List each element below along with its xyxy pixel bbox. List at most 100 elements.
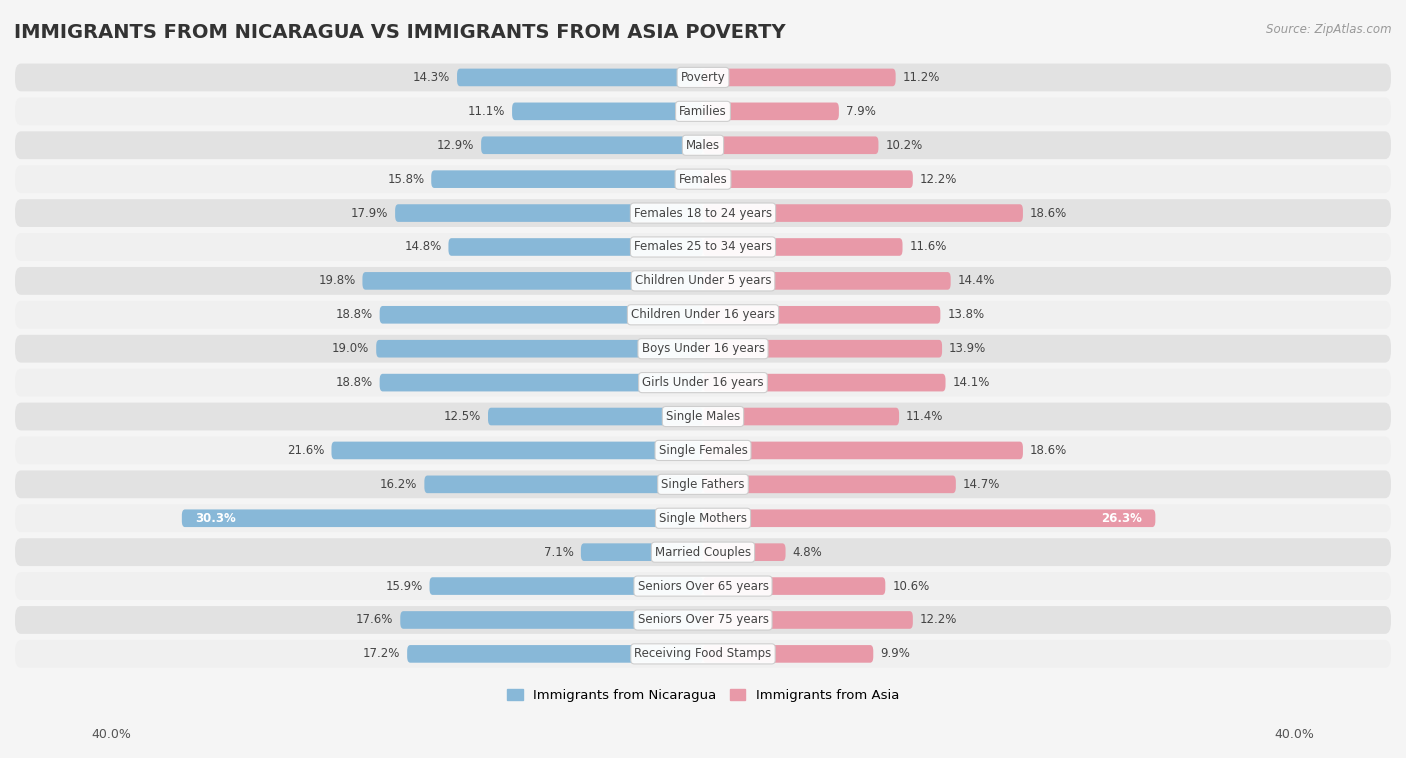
Text: Families: Families	[679, 105, 727, 117]
FancyBboxPatch shape	[15, 368, 1391, 396]
FancyBboxPatch shape	[15, 606, 1391, 634]
Text: 7.9%: 7.9%	[846, 105, 876, 117]
Text: Females 25 to 34 years: Females 25 to 34 years	[634, 240, 772, 253]
FancyBboxPatch shape	[15, 233, 1391, 261]
Text: 12.9%: 12.9%	[437, 139, 474, 152]
Text: 19.8%: 19.8%	[318, 274, 356, 287]
FancyBboxPatch shape	[401, 611, 703, 629]
FancyBboxPatch shape	[15, 538, 1391, 566]
FancyBboxPatch shape	[703, 102, 839, 121]
Text: 21.6%: 21.6%	[287, 444, 325, 457]
Text: 19.0%: 19.0%	[332, 342, 370, 356]
FancyBboxPatch shape	[395, 204, 703, 222]
Text: 9.9%: 9.9%	[880, 647, 910, 660]
FancyBboxPatch shape	[581, 543, 703, 561]
FancyBboxPatch shape	[457, 69, 703, 86]
FancyBboxPatch shape	[15, 98, 1391, 125]
FancyBboxPatch shape	[703, 69, 896, 86]
Text: Children Under 16 years: Children Under 16 years	[631, 309, 775, 321]
Text: 17.2%: 17.2%	[363, 647, 401, 660]
Text: 11.2%: 11.2%	[903, 71, 939, 84]
FancyBboxPatch shape	[703, 442, 1024, 459]
FancyBboxPatch shape	[703, 408, 898, 425]
FancyBboxPatch shape	[703, 340, 942, 358]
FancyBboxPatch shape	[703, 306, 941, 324]
FancyBboxPatch shape	[512, 102, 703, 121]
Text: Males: Males	[686, 139, 720, 152]
Text: IMMIGRANTS FROM NICARAGUA VS IMMIGRANTS FROM ASIA POVERTY: IMMIGRANTS FROM NICARAGUA VS IMMIGRANTS …	[14, 23, 786, 42]
Text: 13.9%: 13.9%	[949, 342, 986, 356]
FancyBboxPatch shape	[703, 509, 1156, 527]
FancyBboxPatch shape	[15, 267, 1391, 295]
Text: 18.8%: 18.8%	[336, 376, 373, 389]
Text: 18.8%: 18.8%	[336, 309, 373, 321]
FancyBboxPatch shape	[703, 578, 886, 595]
Text: Females: Females	[679, 173, 727, 186]
Text: 11.6%: 11.6%	[910, 240, 946, 253]
Text: 11.1%: 11.1%	[468, 105, 505, 117]
FancyBboxPatch shape	[15, 402, 1391, 431]
FancyBboxPatch shape	[703, 171, 912, 188]
FancyBboxPatch shape	[380, 306, 703, 324]
Text: Boys Under 16 years: Boys Under 16 years	[641, 342, 765, 356]
Text: Single Females: Single Females	[658, 444, 748, 457]
Text: Single Fathers: Single Fathers	[661, 478, 745, 491]
FancyBboxPatch shape	[703, 611, 912, 629]
FancyBboxPatch shape	[15, 437, 1391, 465]
FancyBboxPatch shape	[380, 374, 703, 391]
Text: 10.2%: 10.2%	[886, 139, 922, 152]
Text: Receiving Food Stamps: Receiving Food Stamps	[634, 647, 772, 660]
FancyBboxPatch shape	[425, 475, 703, 493]
Text: Children Under 5 years: Children Under 5 years	[634, 274, 772, 287]
FancyBboxPatch shape	[15, 64, 1391, 91]
FancyBboxPatch shape	[432, 171, 703, 188]
FancyBboxPatch shape	[488, 408, 703, 425]
FancyBboxPatch shape	[703, 136, 879, 154]
FancyBboxPatch shape	[15, 165, 1391, 193]
FancyBboxPatch shape	[15, 335, 1391, 362]
Text: 18.6%: 18.6%	[1029, 444, 1067, 457]
Text: Seniors Over 75 years: Seniors Over 75 years	[637, 613, 769, 626]
Text: 14.4%: 14.4%	[957, 274, 995, 287]
FancyBboxPatch shape	[481, 136, 703, 154]
FancyBboxPatch shape	[408, 645, 703, 662]
Text: Seniors Over 65 years: Seniors Over 65 years	[637, 580, 769, 593]
Text: 18.6%: 18.6%	[1029, 207, 1067, 220]
Text: 17.9%: 17.9%	[352, 207, 388, 220]
Text: Poverty: Poverty	[681, 71, 725, 84]
FancyBboxPatch shape	[429, 578, 703, 595]
FancyBboxPatch shape	[703, 543, 786, 561]
FancyBboxPatch shape	[15, 131, 1391, 159]
FancyBboxPatch shape	[15, 640, 1391, 668]
Text: 30.3%: 30.3%	[195, 512, 236, 525]
Text: 15.8%: 15.8%	[387, 173, 425, 186]
FancyBboxPatch shape	[703, 272, 950, 290]
FancyBboxPatch shape	[15, 199, 1391, 227]
Text: 14.7%: 14.7%	[963, 478, 1000, 491]
Text: 14.3%: 14.3%	[413, 71, 450, 84]
FancyBboxPatch shape	[377, 340, 703, 358]
Text: 13.8%: 13.8%	[948, 309, 984, 321]
FancyBboxPatch shape	[15, 471, 1391, 498]
Text: 10.6%: 10.6%	[893, 580, 929, 593]
FancyBboxPatch shape	[703, 374, 945, 391]
FancyBboxPatch shape	[703, 238, 903, 255]
Text: Single Mothers: Single Mothers	[659, 512, 747, 525]
Text: 14.8%: 14.8%	[405, 240, 441, 253]
Text: 17.6%: 17.6%	[356, 613, 394, 626]
FancyBboxPatch shape	[703, 204, 1024, 222]
FancyBboxPatch shape	[15, 504, 1391, 532]
Legend: Immigrants from Nicaragua, Immigrants from Asia: Immigrants from Nicaragua, Immigrants fr…	[502, 684, 904, 707]
Text: 14.1%: 14.1%	[952, 376, 990, 389]
FancyBboxPatch shape	[15, 572, 1391, 600]
FancyBboxPatch shape	[703, 645, 873, 662]
Text: 11.4%: 11.4%	[905, 410, 943, 423]
Text: Married Couples: Married Couples	[655, 546, 751, 559]
Text: 40.0%: 40.0%	[1275, 728, 1315, 741]
Text: 12.2%: 12.2%	[920, 613, 957, 626]
Text: Single Males: Single Males	[666, 410, 740, 423]
Text: 15.9%: 15.9%	[385, 580, 423, 593]
FancyBboxPatch shape	[15, 301, 1391, 329]
Text: Source: ZipAtlas.com: Source: ZipAtlas.com	[1267, 23, 1392, 36]
Text: Females 18 to 24 years: Females 18 to 24 years	[634, 207, 772, 220]
